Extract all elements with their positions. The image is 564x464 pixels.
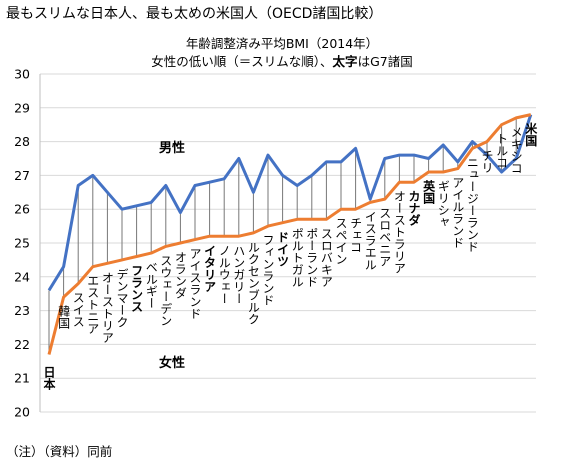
category-label: ルクセンブルク [246, 241, 260, 325]
category-label: チリ [480, 150, 494, 174]
y-tick-label: 26 [14, 202, 30, 217]
y-tick-label: 30 [14, 67, 30, 82]
category-label: トルコ [495, 133, 509, 169]
y-axis: 20 21 22 23 24 25 26 27 28 29 30 [14, 67, 41, 420]
category-label: ギリシャ [436, 180, 450, 228]
series-lines [47, 113, 533, 355]
category-label: エストニア [86, 275, 100, 335]
category-label: スイス [71, 292, 85, 328]
category-label: チェコ [349, 217, 363, 253]
category-label: オランダ [173, 251, 187, 299]
y-tick-label: 25 [14, 236, 30, 251]
series-label-male: 男性 [159, 140, 185, 156]
y-tick-label: 20 [14, 405, 30, 420]
category-label: メキシコ [509, 126, 523, 174]
category-label: イスラエル [363, 210, 377, 270]
y-tick-label: 21 [14, 371, 30, 386]
category-label: スウェーデン [159, 254, 173, 326]
category-label: スロベニア [378, 207, 392, 267]
footnote: （注）（資料）同前 [6, 444, 113, 459]
category-label: ハンガリー [232, 244, 246, 304]
y-tick-label: 28 [14, 134, 30, 149]
category-label: ドイツ [276, 231, 290, 267]
category-label: オーストリア [100, 271, 114, 343]
female-series-line [47, 113, 532, 355]
category-label: 米国 [524, 121, 538, 147]
y-tick-label: 29 [14, 100, 30, 115]
category-label: ポルトガル [290, 227, 304, 287]
series-label-female: 女性 [159, 355, 185, 371]
category-label: ポーランド [305, 227, 319, 287]
category-label: ノルウェー [217, 244, 231, 304]
category-label: オーストラリア [392, 190, 406, 274]
chart-title: 最もスリムな日本人、最も太めの米国人（OECD諸国比較） [6, 6, 383, 22]
category-label: ベルギー [144, 261, 158, 309]
subtitle-part-c: はG7諸国 [357, 54, 413, 69]
category-label: スペイン [334, 217, 348, 265]
y-tick-label: 24 [14, 269, 30, 284]
grid-layer [40, 73, 536, 413]
category-label: スロバキア [319, 227, 333, 287]
category-label: 韓国 [57, 305, 71, 329]
category-label: デンマーク [115, 267, 129, 327]
category-label: ニュージーランド [465, 156, 479, 252]
category-label: 英国 [422, 179, 436, 205]
category-labels: 日本 韓国 スイス エストニア オーストリア デンマーク フランス ベルギー スウェーデン オラン… [42, 121, 538, 390]
y-tick-label: 27 [14, 168, 30, 183]
y-tick-label: 22 [14, 337, 30, 352]
chart-subtitle: 年齢調整済み平均BMI（2014年） [185, 36, 379, 51]
y-tick-label: 23 [14, 303, 30, 318]
category-label: フィンランド [261, 234, 275, 306]
subtitle-part-a: 女性の低い順（＝スリムな順）、 [151, 54, 333, 69]
subtitle-bold-part: 太字 [332, 54, 358, 69]
category-label: フランス [130, 265, 144, 313]
connector-lines [48, 117, 517, 355]
category-label: イタリア [203, 244, 217, 292]
male-series-line [47, 114, 533, 292]
category-label: カナダ [407, 190, 421, 226]
category-label: アイスランド [188, 248, 202, 320]
chart-subtitle-2: 女性の低い順（＝スリムな順）、太字はG7諸国 [0, 51, 564, 70]
category-label: 日本 [42, 366, 56, 391]
category-label: アイルランド [451, 177, 465, 249]
